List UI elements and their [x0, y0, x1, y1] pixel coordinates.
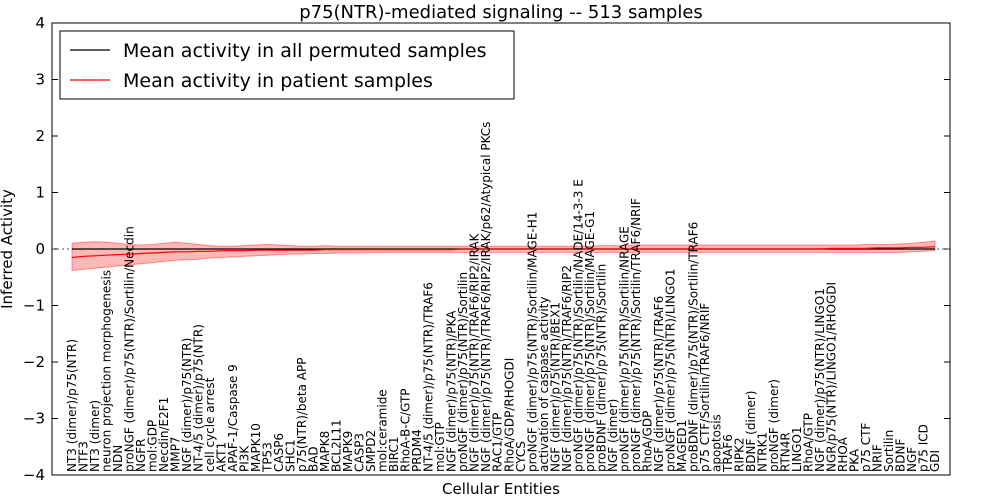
x-tick-label: neuron projection morphogenesis: [100, 270, 114, 472]
x-tick-label: NRIF: [870, 444, 884, 472]
legend-label-permuted: Mean activity in all permuted samples: [123, 40, 486, 62]
plot-frame: [51, 22, 951, 476]
y-tick-label: −2: [23, 353, 45, 371]
x-tick-label: proNGF (dimer): [767, 379, 781, 472]
x-tick-label: Necdin/E2F1: [157, 397, 171, 472]
legend-box: [59, 30, 515, 100]
x-tick-label: TP53: [261, 442, 275, 473]
y-tick-label: 0: [35, 240, 45, 258]
x-tick-label: activation of caspase activity: [537, 297, 551, 472]
x-tick-label: proNGF (dimer)/p75(NTR)/Sortilin/MAGE-G1: [583, 211, 597, 472]
x-tick-label: NGF (dimer): [606, 399, 620, 472]
y-tick-label: 2: [35, 127, 45, 145]
x-tick-label: mol:GTP: [433, 422, 447, 472]
x-tick-label: NGF (dimer)/p75(NTR)/TRAF6: [652, 296, 666, 472]
x-tick-label: APAF-1/Caspase 9: [226, 364, 240, 472]
x-tick-label: p75 CTF/Sortilin/TRAF6/NRIF: [698, 303, 712, 472]
x-tick-label: proNGF (dimer)/p75(NTR)/Sortilin/TRAF6/N…: [629, 198, 643, 472]
x-tick-label: BCL2L11: [330, 419, 344, 472]
x-tick-label: proBDNF (dimer)/p75(NTR)/Sortilin: [594, 264, 608, 472]
x-tick-label: NDN: [111, 445, 125, 472]
x-tick-label: BIRC1: [387, 436, 401, 472]
x-tick-label: MAPK9: [341, 431, 355, 472]
x-tick-label: PKA: [847, 448, 861, 472]
x-tick-label: TRAF6: [721, 434, 735, 473]
series-line-patient: [71, 246, 936, 259]
x-tick-label: MAPK10: [249, 423, 263, 472]
x-tick-label: AKT1: [215, 442, 229, 472]
x-tick-label: BAD: [307, 446, 321, 472]
x-tick-label: proNGF (dimer)/p75(NTR)/Sortilin/NADE/14…: [571, 179, 585, 472]
x-tick-label: BDNF: [893, 439, 907, 472]
x-tick-label: NGF (dimer)/p75(NTR)/LINGO1: [813, 288, 827, 472]
x-tick-label: RhoA-B-C/GTP: [399, 388, 413, 472]
x-tick-label: p75(NTR)/beta APP: [295, 358, 309, 473]
y-tick-label: 4: [35, 14, 45, 32]
y-tick-label: 1: [35, 184, 45, 202]
x-tick-label: NTF3: [77, 441, 91, 472]
y-tick-label: −1: [23, 297, 45, 315]
x-tick-label: PI3K: [238, 445, 252, 472]
legend-label-patient: Mean activity in patient samples: [123, 70, 433, 92]
x-tick-label: cell cycle arrest: [203, 377, 217, 472]
legend: Mean activity in all permuted samples Me…: [59, 30, 515, 100]
x-tick-label: NGF (dimer)/p75(NTR)/BEX1: [548, 302, 562, 472]
y-tick-label: −4: [23, 466, 45, 484]
chart-title: p75(NTR)-mediated signaling -- 513 sampl…: [299, 2, 703, 23]
x-tick-label: RhoA/GDP: [640, 411, 654, 472]
x-tick-label: mol:GDP: [146, 420, 160, 472]
x-tick-label: NGF (dimer)/p75(NTR): [180, 338, 194, 472]
x-tick-label: LINGO1: [790, 426, 804, 472]
x-tick-label: MMP7: [169, 436, 183, 472]
x-tick-label: RHOA: [836, 436, 850, 472]
x-tick-label: MAGED1: [675, 420, 689, 472]
x-tick-label: proNGF (dimer)/p75(NTR)/LINGO1: [663, 268, 677, 472]
x-tick-label: RhoA/GTP: [801, 413, 815, 472]
x-tick-label: SMPD2: [364, 430, 378, 472]
x-tick-label: CASP6: [272, 433, 286, 472]
x-tick-label: NT3 (dimer): [88, 400, 102, 472]
x-tick-label: NGFR: [134, 438, 148, 472]
x-tick-label: BDNF (dimer): [744, 391, 758, 473]
x-tick-label: RIPK2: [732, 437, 746, 472]
x-tick-label: NGR/p75(NTR)/LINGO1/RHOGDI: [824, 282, 838, 472]
x-tick-label: NGF (dimer)/p75(NTR)/TRAF6/RIP2: [560, 265, 574, 472]
y-tick-label: 3: [35, 71, 45, 89]
x-tick-label: NGF (dimer)/p75(NTR)/TRAF6/RIP2/IRAK: [468, 232, 482, 472]
x-tick-label: NGF (dimer)/p75(NTR)/PKA: [445, 310, 459, 472]
x-tick-label: NTRK1: [755, 432, 769, 472]
x-tick-label: proNGF (dimer)/p75(NTR)/Sortilin/NRAGE: [617, 226, 631, 472]
x-tick-label: NT-4/5 (dimer)/p75(NTR): [192, 324, 206, 472]
x-tick-label: p75 ICD: [916, 424, 930, 472]
x-tick-label: NGF: [905, 447, 919, 472]
x-tick-label: proBDNF (dimer)/p75(NTR)/Sortilin/TRAF6: [686, 222, 700, 472]
x-tick-label: RTN4R: [778, 432, 792, 472]
x-axis-label: Cellular Entities: [442, 480, 560, 498]
x-tick-label: SHC1: [284, 439, 298, 472]
x-tick-label: apoptosis: [709, 414, 723, 472]
y-tick-label: −3: [23, 410, 45, 428]
x-tick-label: NGF (dimer)/p75(NTR)/TRAF6/RIP2/IRAK/p62…: [479, 122, 493, 472]
x-tick-label: MAPK8: [318, 431, 332, 472]
x-tick-label: proNGF (dimer)/p75(NTR)/Sortilin: [456, 272, 470, 472]
x-tick-label: proNGF (dimer)/p75(NTR)/Sortilin/MAGE-H1: [525, 212, 539, 472]
y-axis-label: Inferred Activity: [0, 189, 16, 309]
x-tick-label: mol:ceramide: [376, 389, 390, 472]
x-tick-label: CASP3: [353, 433, 367, 472]
x-tick-label: CYCS: [514, 441, 528, 472]
x-tick-label: GDI: [928, 450, 942, 472]
x-tick-label: NT-4/5 (dimer)/p75(NTR)/TRAF6: [422, 282, 436, 472]
x-tick-label: PRDM4: [410, 429, 424, 472]
series-lines: [71, 246, 936, 259]
x-tick-label: RhoA/GDP/RHOGDI: [502, 358, 516, 472]
x-tick-label: NT3 (dimer)/p75(NTR): [65, 339, 79, 472]
x-tick-label: p75 CTF: [859, 423, 873, 472]
x-tick-label: proNGF (dimer)/p75(NTR)/Sortilin/Necdin: [123, 226, 137, 472]
x-tick-label: RAC1/GTP: [491, 413, 505, 472]
x-tick-label: Sortilin: [882, 430, 896, 472]
